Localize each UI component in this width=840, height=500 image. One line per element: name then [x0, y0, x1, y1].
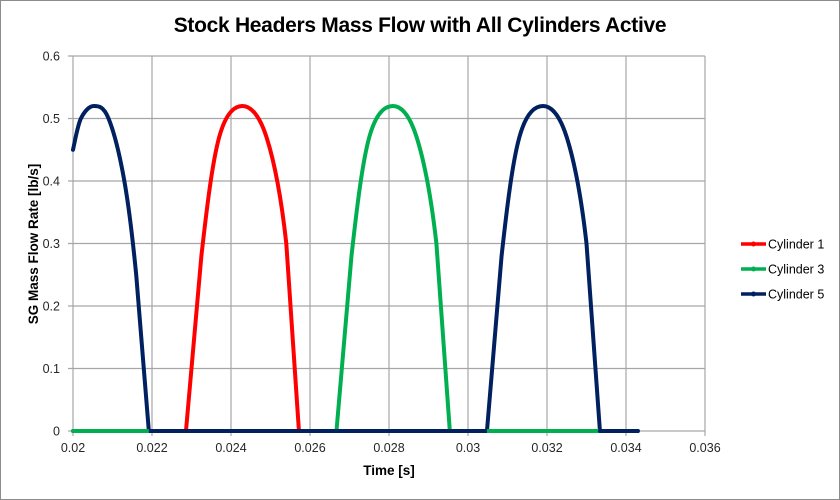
legend-item: Cylinder 1 [741, 238, 824, 252]
data-series [71, 104, 640, 433]
legend-label: Cylinder 1 [768, 238, 824, 252]
axis-ticks: 0.02 0.022 0.024 0.026 0.028 0.03 0.032 0.034 0.… [43, 50, 721, 456]
x-tick-label: 0.032 [531, 441, 562, 455]
series-line-cylinder-1 [71, 104, 640, 433]
y-tick-label: 0.2 [43, 300, 60, 314]
x-tick-label: 0.026 [294, 441, 325, 455]
x-axis-label: Time [s] [363, 463, 415, 478]
x-tick-label: 0.03 [456, 441, 480, 455]
y-tick-label: 0.1 [43, 362, 60, 376]
x-tick-label: 0.024 [215, 441, 246, 455]
x-tick-label: 0.02 [61, 441, 85, 455]
x-tick-label: 0.028 [373, 441, 404, 455]
x-tick-label: 0.034 [610, 441, 641, 455]
y-tick-label: 0.5 [43, 112, 60, 126]
y-tick-label: 0.3 [43, 237, 60, 251]
chart-title: Stock Headers Mass Flow with All Cylinde… [173, 14, 667, 37]
series-line-cylinder-5 [71, 104, 640, 433]
x-tick-label: 0.036 [689, 441, 720, 455]
legend: Cylinder 1 Cylinder 3 Cylinder 5 [741, 238, 824, 302]
y-tick-label: 0.6 [43, 50, 60, 64]
x-tick-label: 0.022 [136, 441, 167, 455]
y-tick-label: 0.4 [43, 175, 60, 189]
legend-label: Cylinder 5 [768, 288, 824, 302]
series-line-cylinder-3 [71, 104, 640, 433]
legend-item: Cylinder 3 [741, 263, 824, 277]
y-tick-label: 0 [53, 425, 60, 439]
legend-item: Cylinder 5 [741, 288, 824, 302]
legend-label: Cylinder 3 [768, 263, 824, 277]
gridlines [68, 55, 706, 436]
y-axis-label: SG Mass Flow Rate [lb/s] [26, 164, 41, 325]
